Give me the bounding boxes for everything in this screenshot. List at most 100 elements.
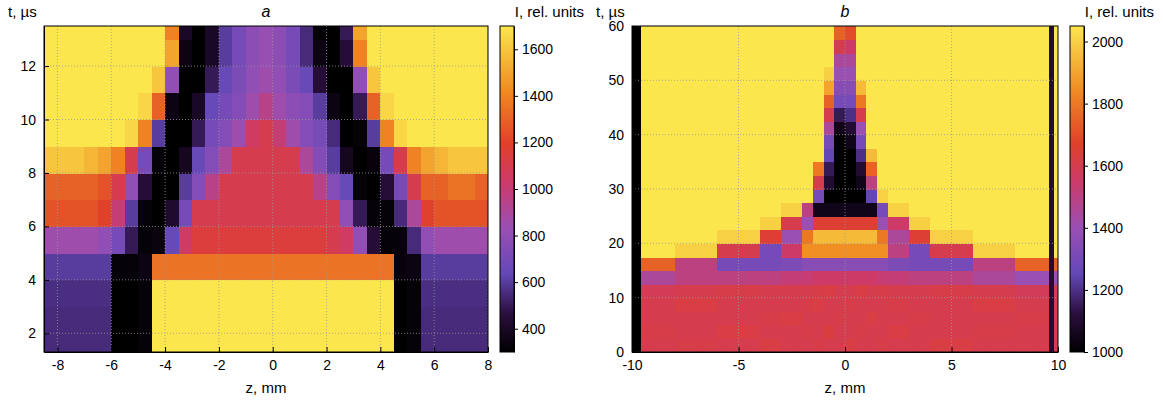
grid-line-y — [632, 189, 1058, 190]
heat-cell — [813, 121, 824, 135]
colorbar-title: I, rel. units — [515, 3, 584, 20]
heat-cell — [300, 253, 314, 280]
heat-cell — [407, 146, 421, 173]
heatmap-cells — [632, 26, 1058, 352]
heat-cell — [313, 39, 327, 66]
heat-cell — [1049, 325, 1054, 339]
heat-cell — [813, 298, 824, 312]
heat-cell — [1054, 298, 1058, 312]
heat-cell — [909, 26, 931, 40]
heat-cell — [421, 200, 435, 227]
colorbar-axis-tick: 1000 — [514, 181, 553, 197]
heat-cell — [675, 80, 718, 94]
x-axis-tick-mark — [57, 347, 58, 352]
heat-cell — [909, 298, 931, 312]
heat-cell — [273, 333, 287, 352]
heat-cell — [340, 26, 354, 40]
heat-cell — [421, 146, 435, 173]
heat-cell — [834, 230, 845, 244]
heat-cell — [866, 257, 877, 271]
heat-cell — [57, 120, 71, 147]
heat-cell — [856, 216, 867, 230]
heat-cell — [111, 120, 125, 147]
heat-cell — [407, 26, 421, 40]
heat-cell — [641, 148, 676, 162]
heat-cell — [760, 148, 782, 162]
heat-cell — [834, 189, 845, 203]
heat-cell — [71, 253, 85, 280]
colorbar-axis-tick-mark — [1084, 228, 1088, 229]
heat-cell — [165, 226, 179, 253]
heat-cell — [111, 253, 125, 280]
heat-cell — [877, 148, 888, 162]
heat-cell — [394, 226, 408, 253]
heat-cell — [219, 120, 233, 147]
x-axis-tick-mark — [380, 347, 381, 352]
heat-cell — [138, 307, 152, 334]
heat-cell — [259, 333, 273, 352]
heat-cell — [866, 94, 877, 108]
heat-cell — [219, 333, 233, 352]
heat-cell — [802, 338, 813, 352]
heat-cell — [866, 162, 877, 176]
heat-cell — [232, 146, 246, 173]
heat-cell — [973, 108, 1016, 122]
heat-cell — [232, 253, 246, 280]
heat-cell — [1049, 175, 1054, 189]
grid-line-x — [57, 26, 58, 352]
heat-cell — [909, 311, 931, 325]
heat-cell — [300, 200, 314, 227]
heat-cell — [327, 200, 341, 227]
heat-cell — [421, 307, 435, 334]
heat-cell — [380, 66, 394, 93]
heat-cell — [813, 53, 824, 67]
heat-cell — [300, 307, 314, 334]
colorbar-axis-tick: 1400 — [514, 88, 553, 104]
heat-cell — [1015, 175, 1050, 189]
heat-cell — [300, 146, 314, 173]
heat-cell — [286, 93, 300, 120]
heat-cell — [475, 280, 488, 307]
heat-cell — [434, 307, 448, 334]
heat-cell — [632, 40, 641, 54]
heat-cell — [856, 162, 867, 176]
heat-cell — [152, 333, 166, 352]
heat-cell — [909, 230, 931, 244]
heat-cell — [71, 26, 85, 40]
heat-cell — [434, 146, 448, 173]
heat-cell — [802, 121, 813, 135]
heat-cell — [98, 226, 112, 253]
heat-cell — [232, 333, 246, 352]
heat-cell — [259, 307, 273, 334]
colorbar-axis-tick-label: 1200 — [522, 134, 553, 150]
plot-frame — [44, 26, 488, 352]
y-axis: 0102030405060 — [608, 18, 637, 360]
heat-cell — [888, 203, 910, 217]
heat-cell — [866, 26, 877, 40]
heat-cell — [834, 94, 845, 108]
heat-cell — [824, 108, 835, 122]
colorbar-axis-tick-label: 1600 — [522, 41, 553, 57]
heat-cell — [641, 311, 676, 325]
heat-cell — [1054, 121, 1058, 135]
y-axis-tick-label: 10 — [20, 112, 36, 128]
heat-cell — [394, 146, 408, 173]
heat-cell — [834, 80, 845, 94]
heat-cell — [760, 325, 782, 339]
heat-cell — [675, 298, 718, 312]
heat-cell — [98, 93, 112, 120]
heat-cell — [273, 253, 287, 280]
grid-line-x — [165, 26, 166, 352]
x-axis: -8-6-4-202468 — [45, 347, 493, 373]
heat-cell — [888, 216, 910, 230]
heat-cell — [973, 216, 1016, 230]
heat-cell — [273, 66, 287, 93]
heat-cell — [888, 162, 910, 176]
x-axis-tick-label: -6 — [106, 357, 119, 373]
heat-cell — [353, 173, 367, 200]
heat-cell — [461, 66, 475, 93]
heat-cell — [1015, 338, 1050, 352]
heat-cell — [866, 175, 877, 189]
heat-cell — [165, 173, 179, 200]
y-axis-tick-label: 12 — [20, 58, 36, 74]
